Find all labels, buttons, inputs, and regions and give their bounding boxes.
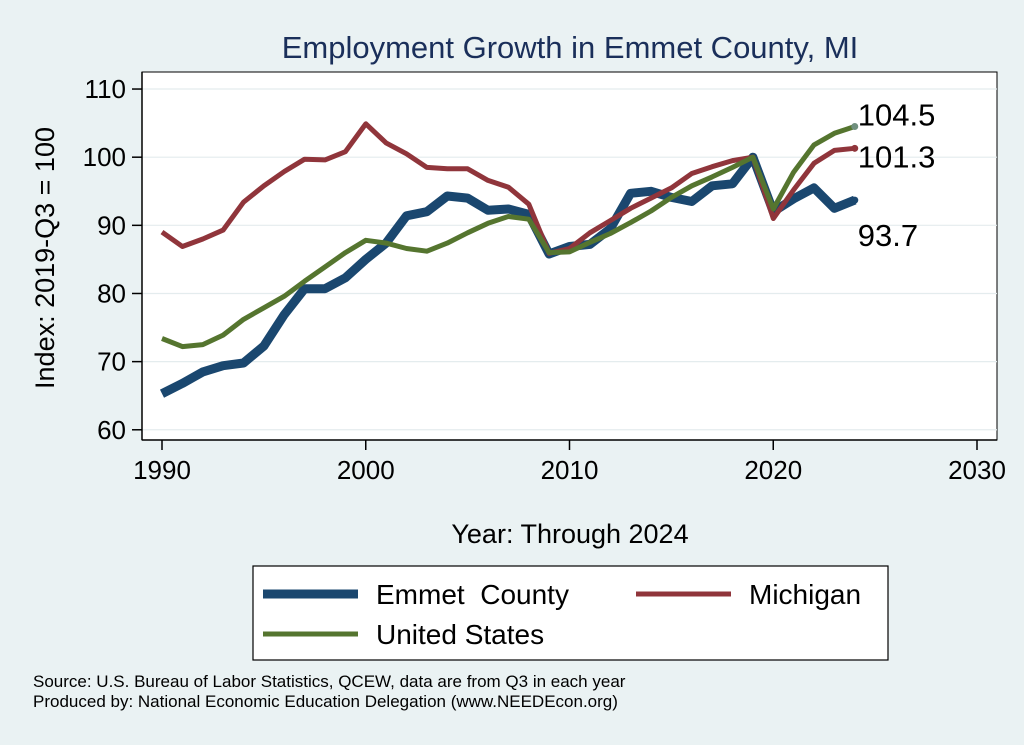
source-note: Source: U.S. Bureau of Labor Statistics,…	[33, 672, 626, 691]
end-marker-2	[851, 123, 859, 131]
series-lines	[159, 121, 857, 398]
x-ticks: 1990 2000 2010 2020 2030	[133, 440, 1006, 485]
legend-box	[252, 565, 889, 661]
end-label-emmet: 93.7	[858, 218, 918, 253]
ytick-label-100: 100	[83, 142, 126, 172]
chart-title: Employment Growth in Emmet County, MI	[282, 30, 859, 65]
y-axis-title: Index: 2019-Q3 = 100	[30, 127, 60, 389]
ytick-label-70: 70	[97, 347, 126, 377]
series-line-emmet	[159, 152, 857, 398]
legend-label-emmet: Emmet County	[376, 579, 569, 610]
end-marker-1	[851, 144, 859, 152]
ytick-label-110: 110	[85, 74, 126, 104]
legend-label-us: United States	[376, 619, 544, 650]
xtick-label-2020: 2020	[744, 455, 802, 485]
plot-area	[141, 71, 998, 441]
ytick-label-80: 80	[97, 278, 126, 308]
xtick-label-2000: 2000	[337, 455, 395, 485]
legend: Emmet County Michigan United States	[252, 565, 889, 661]
ytick-label-60: 60	[97, 415, 126, 445]
end-labels: 93.7 101.3 104.5	[851, 98, 936, 253]
series-line-us	[161, 124, 856, 350]
legend-label-michigan: Michigan	[749, 579, 861, 610]
y-ticks: 60 70 80 90 100 110	[83, 74, 142, 445]
series-line-michigan	[160, 121, 856, 256]
x-axis-title: Year: Through 2024	[451, 519, 688, 549]
ytick-label-90: 90	[97, 210, 126, 240]
end-marker-0	[851, 196, 859, 204]
producer-note: Produced by: National Economic Education…	[33, 692, 618, 711]
xtick-label-2030: 2030	[948, 455, 1006, 485]
end-label-us: 104.5	[858, 98, 936, 133]
end-label-michigan: 101.3	[858, 139, 936, 174]
xtick-label-2010: 2010	[541, 455, 599, 485]
xtick-label-1990: 1990	[133, 455, 191, 485]
